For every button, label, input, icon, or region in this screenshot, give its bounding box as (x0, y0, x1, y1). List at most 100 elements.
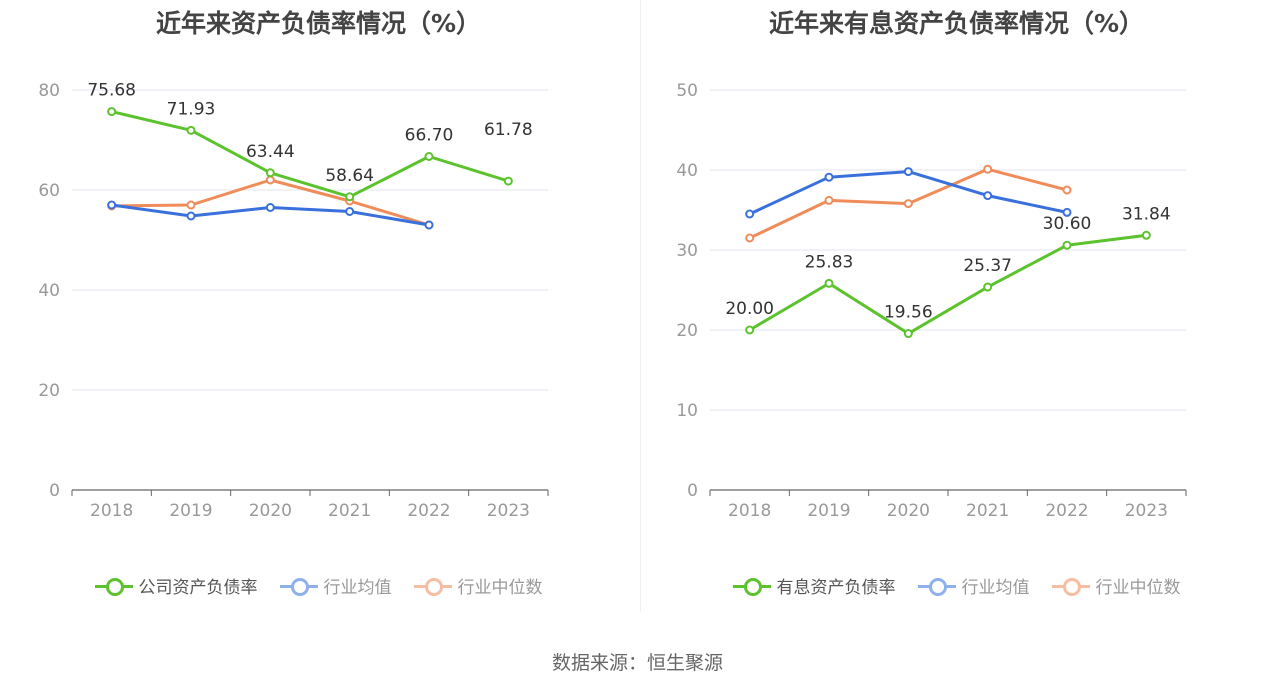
data-label: 20.00 (725, 299, 774, 319)
data-point[interactable] (345, 192, 355, 202)
debt-ratio-panel: 近年来资产负债率情况（%） 0 20 40 60 80 2018 2019 2020 2021 2… (0, 0, 637, 615)
data-point[interactable] (503, 176, 513, 186)
interest-bearing-debt-ratio-chart: 0 10 20 30 40 50 2018 2019 2020 2021 2022 2023 20.00… (676, 81, 1187, 521)
x-tick-label: 2020 (249, 501, 292, 521)
legend-label: 行业中位数 (1095, 578, 1181, 598)
data-point[interactable] (1141, 230, 1151, 240)
legend-label: 行业中位数 (457, 578, 543, 598)
data-point[interactable] (824, 278, 834, 288)
data-point[interactable] (265, 203, 275, 212)
chart-title: 近年来有息资产负债率情况（%） (768, 9, 1145, 38)
y-tick-label: 0 (49, 481, 60, 501)
panel-divider (640, 0, 641, 612)
data-label: 61.78 (484, 120, 533, 140)
data-point[interactable] (745, 325, 755, 335)
y-tick-label: 20 (676, 321, 698, 341)
legend-item-industry-median[interactable]: 行业中位数 (413, 573, 543, 598)
data-point[interactable] (983, 164, 993, 174)
legend-label: 行业均值 (961, 578, 1030, 598)
company-series: 75.68 71.93 63.44 58.64 66.70 61.78 (87, 81, 533, 202)
data-point[interactable] (903, 329, 913, 339)
legend-line-circle-icon (1051, 576, 1090, 596)
data-point[interactable] (345, 207, 355, 216)
legend-item-industry-average[interactable]: 行业均值 (917, 573, 1030, 598)
x-tick-label: 2022 (1045, 501, 1088, 521)
legend-item-company[interactable]: 公司资产负债率 (94, 573, 258, 598)
company-series: 20.00 25.83 19.56 25.37 30.60 31.84 (725, 204, 1171, 339)
industry-median-series (107, 175, 434, 230)
chart-title: 近年来资产负债率情况（%） (155, 9, 482, 38)
y-tick-label: 80 (38, 81, 60, 101)
data-point[interactable] (745, 233, 755, 243)
series-line (111, 110, 509, 199)
data-point[interactable] (983, 282, 993, 292)
legend-line-circle-icon (732, 576, 771, 596)
data-point[interactable] (107, 200, 117, 210)
series-line (748, 233, 1147, 336)
y-tick-label: 20 (38, 381, 60, 401)
interest-bearing-debt-ratio-panel: 近年来有息资产负债率情况（%） 0 10 20 30 40 50 2018 2019 2020 2… (638, 0, 1275, 615)
y-tick-label: 60 (38, 181, 60, 201)
y-tick-label: 40 (676, 161, 698, 181)
data-point[interactable] (265, 175, 275, 185)
data-point[interactable] (186, 211, 196, 221)
legend-line-circle-icon (917, 576, 956, 596)
x-tick-label: 2018 (728, 501, 771, 521)
legend-item-industry-median[interactable]: 行业中位数 (1051, 573, 1181, 598)
legend-label: 有息资产负债率 (776, 578, 896, 598)
data-label: 31.84 (1122, 204, 1171, 224)
y-tick-label: 0 (687, 481, 698, 501)
x-tick-label: 2023 (487, 501, 530, 521)
industry-median-series (745, 164, 1072, 243)
x-tick-label: 2019 (169, 501, 212, 521)
data-label: 75.68 (87, 81, 136, 101)
legend-item-industry-average[interactable]: 行业均值 (279, 573, 392, 598)
data-label: 19.56 (884, 303, 933, 323)
x-tick-label: 2020 (887, 501, 930, 521)
data-point[interactable] (186, 200, 196, 210)
y-tick-label: 40 (38, 281, 60, 301)
data-label: 25.83 (805, 252, 854, 272)
data-point[interactable] (424, 152, 434, 161)
legend-line-circle-icon (413, 576, 452, 596)
data-point[interactable] (903, 167, 913, 177)
debt-ratio-chart: 0 20 40 60 80 2018 2019 2020 2021 2022 2023 75.68 71… (38, 81, 549, 521)
legend-item-company[interactable]: 有息资产负债率 (732, 573, 896, 598)
industry-average-series (107, 200, 434, 230)
data-point[interactable] (745, 209, 755, 219)
data-point[interactable] (107, 107, 117, 117)
data-point[interactable] (903, 199, 913, 209)
data-label: 63.44 (246, 142, 295, 162)
data-label: 66.70 (405, 126, 454, 146)
x-tick-label: 2023 (1125, 501, 1168, 521)
x-tick-label: 2021 (966, 501, 1009, 521)
data-point[interactable] (1062, 207, 1072, 217)
legend-line-circle-icon (279, 576, 318, 596)
data-point[interactable] (186, 125, 196, 135)
data-point[interactable] (824, 172, 834, 182)
x-tick-label: 2019 (807, 501, 850, 521)
x-tick-label: 2018 (90, 501, 133, 521)
data-label: 25.37 (963, 256, 1012, 276)
legend-label: 公司资产负债率 (138, 578, 258, 598)
legend: 公司资产负债率 行业均值 行业中位数 (0, 573, 637, 598)
x-tick-label: 2022 (407, 501, 450, 521)
data-point[interactable] (1062, 185, 1072, 195)
y-tick-label: 10 (676, 401, 698, 421)
data-point[interactable] (424, 220, 434, 230)
legend: 有息资产负债率 行业均值 行业中位数 (638, 573, 1275, 598)
y-tick-label: 30 (676, 241, 698, 261)
data-point[interactable] (824, 195, 834, 205)
x-tick-label: 2021 (328, 501, 371, 521)
data-source: 数据来源：恒生聚源 (551, 652, 723, 674)
data-point[interactable] (265, 168, 275, 178)
legend-line-circle-icon (94, 576, 133, 596)
legend-label: 行业均值 (323, 578, 392, 598)
data-point[interactable] (1062, 240, 1072, 250)
data-label: 30.60 (1043, 214, 1092, 234)
industry-average-series (745, 167, 1072, 219)
y-tick-label: 50 (676, 81, 698, 101)
data-label: 58.64 (325, 166, 374, 186)
data-label: 71.93 (167, 99, 216, 119)
data-point[interactable] (983, 191, 993, 201)
